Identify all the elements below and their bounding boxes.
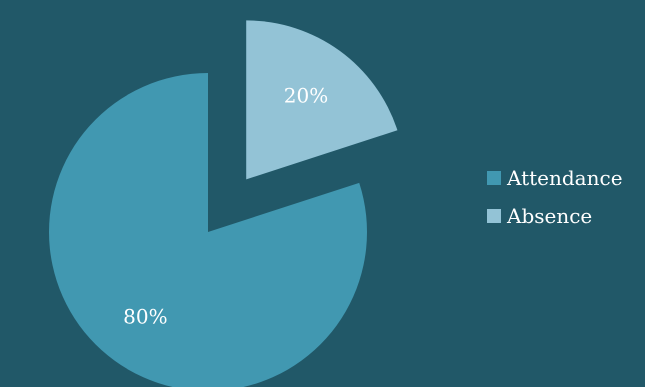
data-label-attendance: 80% bbox=[123, 305, 167, 329]
pie-slice-attendance[interactable] bbox=[49, 73, 367, 387]
legend-label-attendance: Attendance bbox=[507, 166, 623, 190]
legend-swatch-attendance bbox=[487, 171, 501, 185]
legend-item-attendance[interactable]: Attendance bbox=[487, 163, 623, 193]
legend-item-absence[interactable]: Absence bbox=[487, 201, 623, 231]
legend-label-absence: Absence bbox=[507, 204, 593, 228]
legend-swatch-absence bbox=[487, 209, 501, 223]
legend: Attendance Absence bbox=[487, 163, 623, 239]
data-label-absence: 20% bbox=[284, 84, 328, 108]
pie-slice-absence[interactable] bbox=[246, 20, 398, 180]
